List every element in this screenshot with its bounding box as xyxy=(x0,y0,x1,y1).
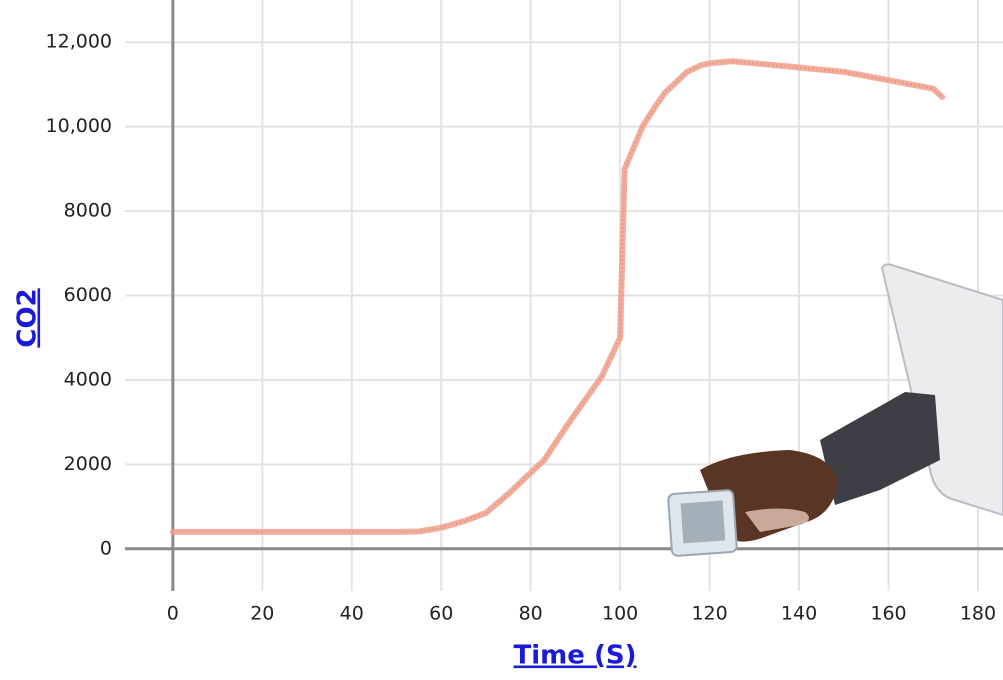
x-tick-label: 40 xyxy=(340,603,364,625)
y-tick-label: 4000 xyxy=(64,368,112,390)
x-axis-title: Time (S) xyxy=(514,641,637,671)
sleeve xyxy=(820,392,940,505)
y-tick-label: 2000 xyxy=(64,453,112,475)
plot xyxy=(169,58,946,535)
x-tick-label: 20 xyxy=(250,603,274,625)
sensor-board xyxy=(680,500,726,544)
laptop xyxy=(880,263,1003,517)
x-tick-label: 120 xyxy=(691,603,727,625)
y-tick-label: 0 xyxy=(100,537,112,559)
x-tick-label: 140 xyxy=(781,603,817,625)
x-tick-label: 60 xyxy=(429,603,453,625)
thumb-nail xyxy=(745,508,809,532)
labels: Time (S) CO2 xyxy=(13,288,637,670)
y-axis-title: CO2 xyxy=(13,288,43,347)
x-tick-label: 80 xyxy=(519,603,543,625)
grid xyxy=(125,0,1003,591)
y-tick-label: 12,000 xyxy=(46,31,112,53)
y-tick-label: 8000 xyxy=(64,200,112,222)
x-tick-label: 0 xyxy=(167,603,179,625)
photo-overlay xyxy=(667,263,1003,557)
y-tick-label: 10,000 xyxy=(46,115,112,137)
axes: 0 2000 4000 6000 8000 10,000 12,000 0 20 40 60 80 10… xyxy=(46,0,1003,625)
data-line-texture xyxy=(172,60,943,533)
x-tick-label: 180 xyxy=(960,603,996,625)
y-tick-label: 6000 xyxy=(64,284,112,306)
x-tick-label: 100 xyxy=(602,603,638,625)
x-tick-label: 160 xyxy=(870,603,906,625)
